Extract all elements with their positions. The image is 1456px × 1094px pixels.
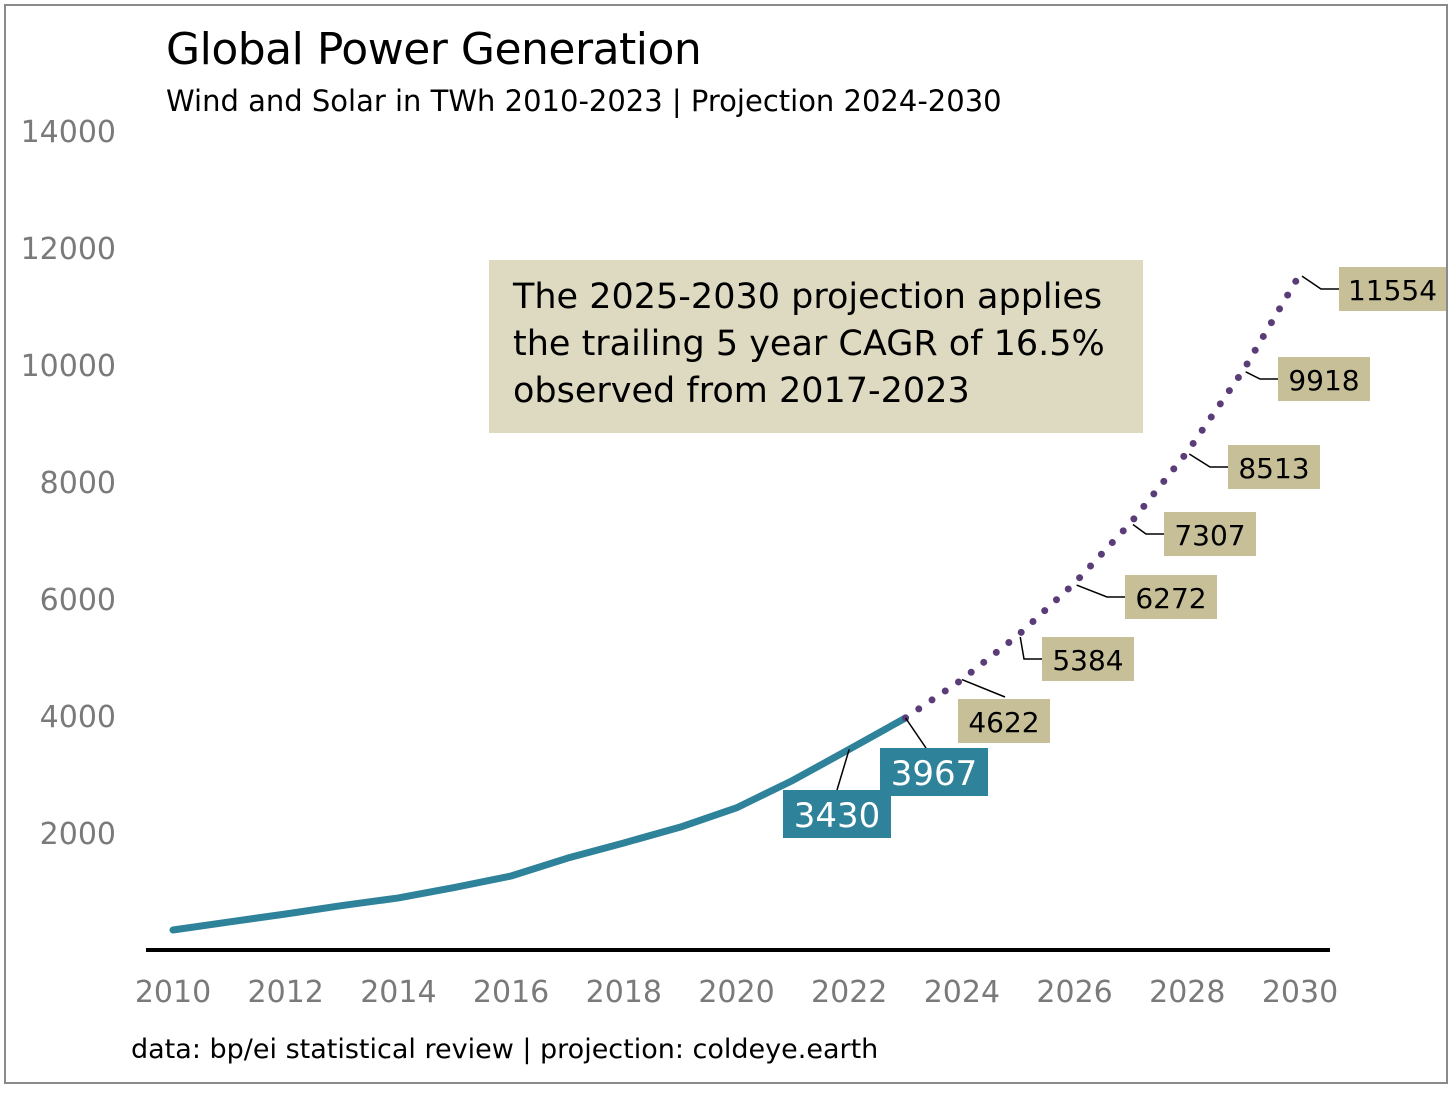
y-tick-label: 10000 xyxy=(21,349,116,384)
data-label: 5384 xyxy=(1052,644,1123,677)
x-tick-label: 2024 xyxy=(924,975,1000,1010)
annotation-line: observed from 2017-2023 xyxy=(513,371,970,411)
projection-annotation: The 2025-2030 projection applies the tra… xyxy=(489,260,1143,433)
y-tick-label: 4000 xyxy=(40,700,116,735)
data-label-box xyxy=(1164,512,1256,556)
label-leader xyxy=(1076,584,1125,598)
series-line-projection xyxy=(902,270,1304,722)
label-leader xyxy=(1019,636,1042,660)
y-tick-label: 6000 xyxy=(40,583,116,618)
data-label: 4622 xyxy=(968,706,1039,739)
x-tick-label: 2022 xyxy=(811,975,887,1010)
label-leader xyxy=(836,749,850,791)
data-label-box xyxy=(1125,575,1217,619)
data-label: 7307 xyxy=(1174,519,1245,552)
label-leader xyxy=(904,717,927,749)
data-label-box xyxy=(783,790,891,838)
data-label-box xyxy=(880,748,988,796)
data-label-box xyxy=(958,699,1050,743)
x-tick-label: 2014 xyxy=(360,975,436,1010)
chart-subtitle: Wind and Solar in TWh 2010-2023 | Projec… xyxy=(166,84,1002,118)
data-label: 6272 xyxy=(1135,582,1206,615)
x-tick-label: 2012 xyxy=(248,975,324,1010)
chart-title: Global Power Generation xyxy=(166,24,702,75)
x-tick-label: 2018 xyxy=(586,975,662,1010)
x-tick-label: 2030 xyxy=(1262,975,1338,1010)
label-leader xyxy=(1132,523,1164,535)
label-leader xyxy=(1245,371,1278,380)
data-label: 8513 xyxy=(1238,452,1309,485)
label-leader xyxy=(961,678,1006,698)
data-source: data: bp/ei statistical review | project… xyxy=(131,1034,879,1065)
data-label-box xyxy=(1042,637,1134,681)
y-tick-label: 14000 xyxy=(21,115,116,150)
x-tick-label: 2020 xyxy=(698,975,774,1010)
data-label-box xyxy=(1228,445,1320,489)
data-label-box xyxy=(1278,357,1370,401)
chart-frame xyxy=(4,4,1448,1084)
x-tick-label: 2010 xyxy=(135,975,211,1010)
y-tick-label: 2000 xyxy=(40,817,116,852)
x-tick-label: 2026 xyxy=(1036,975,1112,1010)
y-tick-label: 8000 xyxy=(40,466,116,501)
series-line-historical xyxy=(169,714,910,934)
data-label: 9918 xyxy=(1288,364,1359,397)
label-leader xyxy=(1301,275,1339,290)
label-leader xyxy=(1188,453,1228,468)
data-label-box xyxy=(1339,267,1446,311)
annotation-line: the trailing 5 year CAGR of 16.5% xyxy=(513,324,1105,364)
x-tick-label: 2016 xyxy=(473,975,549,1010)
x-tick-label: 2028 xyxy=(1149,975,1225,1010)
annotation-line: The 2025-2030 projection applies xyxy=(513,277,1103,317)
data-label: 3967 xyxy=(891,754,978,794)
data-label: 11554 xyxy=(1348,274,1437,307)
y-tick-label: 12000 xyxy=(21,232,116,267)
data-label: 3430 xyxy=(794,796,881,836)
